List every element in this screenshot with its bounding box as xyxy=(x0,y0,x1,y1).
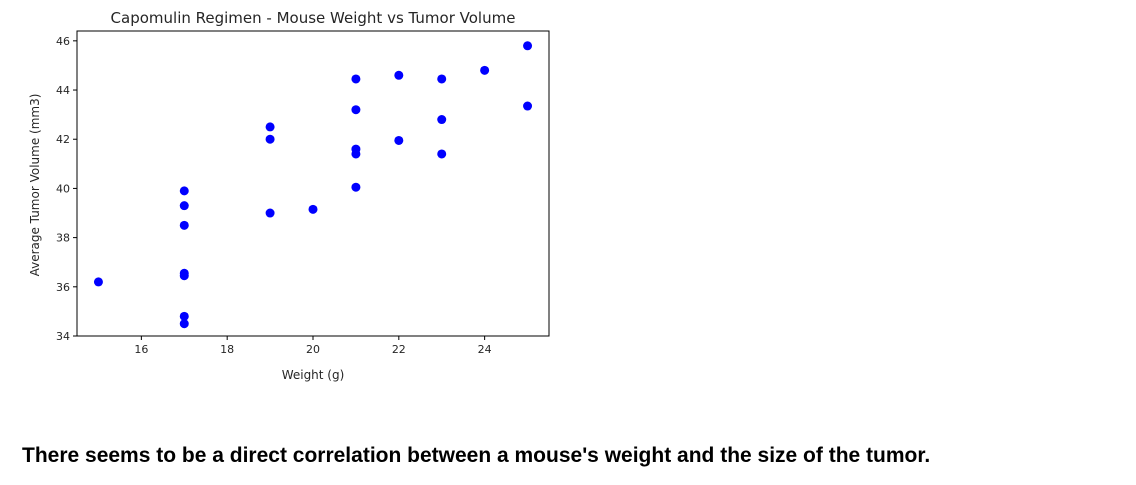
y-tick-label: 34 xyxy=(56,330,70,343)
x-axis-label: Weight (g) xyxy=(282,368,345,382)
y-tick-label: 38 xyxy=(56,232,70,245)
data-point xyxy=(93,277,103,287)
data-point xyxy=(179,220,189,230)
chart-title: Capomulin Regimen - Mouse Weight vs Tumo… xyxy=(111,9,516,27)
data-point xyxy=(179,201,189,211)
y-tick-label: 44 xyxy=(56,84,70,97)
data-point xyxy=(308,204,318,214)
data-point xyxy=(265,134,275,144)
data-point xyxy=(351,105,361,115)
x-tick-label: 22 xyxy=(392,343,406,356)
data-point xyxy=(179,186,189,196)
data-point xyxy=(265,122,275,132)
data-point xyxy=(394,70,404,80)
data-point xyxy=(179,319,189,329)
data-point xyxy=(351,74,361,84)
y-tick-label: 42 xyxy=(56,133,70,146)
y-tick-label: 46 xyxy=(56,35,70,48)
y-axis-label: Average Tumor Volume (mm3) xyxy=(28,94,42,277)
data-point xyxy=(265,208,275,218)
data-point xyxy=(437,115,447,125)
data-point xyxy=(437,149,447,159)
y-tick-label: 40 xyxy=(56,182,70,195)
x-tick-label: 24 xyxy=(478,343,492,356)
data-point xyxy=(437,74,447,84)
data-point xyxy=(351,182,361,192)
x-tick-label: 20 xyxy=(306,343,320,356)
data-point xyxy=(394,135,404,145)
plot-area xyxy=(76,30,550,337)
data-point xyxy=(179,268,189,278)
data-point xyxy=(523,41,533,51)
data-point xyxy=(179,311,189,321)
x-tick-label: 16 xyxy=(134,343,148,356)
scatter-chart: Capomulin Regimen - Mouse Weight vs Tumo… xyxy=(28,9,550,382)
y-tick-label: 36 xyxy=(56,281,70,294)
data-point xyxy=(351,144,361,154)
conclusion-text: There seems to be a direct correlation b… xyxy=(22,444,931,467)
x-tick-label: 18 xyxy=(220,343,234,356)
data-point xyxy=(523,101,533,111)
data-point xyxy=(480,65,490,75)
